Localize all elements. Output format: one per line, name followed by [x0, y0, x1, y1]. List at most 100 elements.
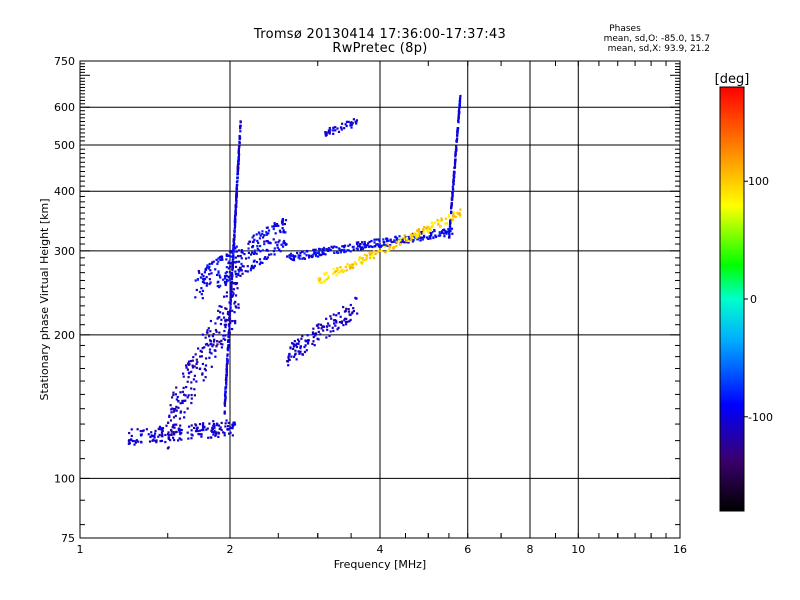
echo-point	[176, 395, 179, 399]
echo-point	[458, 110, 461, 113]
echo-point	[331, 272, 335, 275]
echo-point	[231, 295, 234, 298]
echo-point	[332, 329, 335, 333]
echo-point	[322, 280, 325, 283]
echo-point	[409, 233, 412, 236]
echo-point	[261, 249, 264, 252]
echo-point	[365, 254, 369, 257]
echo-point	[431, 230, 434, 234]
echo-point	[320, 281, 323, 284]
echo-point	[218, 305, 221, 308]
echo-point	[436, 219, 439, 222]
echo-point	[190, 401, 193, 405]
colorbar-tick-label: 100	[748, 175, 769, 188]
echo-point	[297, 340, 301, 343]
echo-point	[179, 410, 183, 413]
echo-point	[182, 386, 185, 390]
echo-point	[266, 240, 269, 243]
echo-point	[327, 276, 330, 279]
echo-point	[324, 253, 327, 256]
echo-point	[252, 234, 255, 237]
echo-point	[170, 433, 173, 436]
echo-point	[356, 245, 360, 248]
echo-point	[302, 256, 305, 260]
echo-point	[234, 212, 237, 215]
echo-point	[187, 376, 190, 379]
echo-point	[232, 239, 235, 242]
echo-point	[226, 361, 229, 364]
echo-point	[448, 236, 451, 239]
echo-point	[172, 410, 175, 413]
echo-point	[231, 265, 234, 269]
echo-point	[202, 422, 205, 425]
echo-point	[252, 265, 256, 268]
echo-point	[253, 249, 257, 252]
echo-point	[344, 323, 348, 326]
echo-point	[271, 225, 274, 228]
echo-point	[234, 300, 237, 303]
echo-point	[336, 267, 339, 270]
echo-point	[181, 372, 185, 375]
echo-point	[292, 345, 296, 348]
echo-point	[237, 163, 240, 166]
echo-point	[351, 122, 354, 125]
echo-point	[233, 311, 236, 314]
echo-point	[306, 334, 309, 337]
echo-point	[135, 439, 138, 442]
echo-point	[452, 178, 455, 181]
echo-point	[308, 255, 311, 258]
echo-point	[229, 293, 232, 296]
echo-point	[234, 272, 238, 276]
echo-point	[373, 241, 376, 244]
echo-point	[210, 352, 213, 355]
echo-point	[458, 101, 462, 104]
echo-point	[292, 256, 296, 259]
echo-point	[172, 438, 176, 442]
echo-point	[208, 351, 212, 354]
echo-point	[261, 261, 264, 265]
echo-point	[306, 342, 310, 345]
echo-point	[295, 342, 298, 345]
echo-point	[170, 411, 173, 414]
echo-point	[230, 277, 233, 280]
echo-point	[257, 241, 260, 245]
echo-point	[224, 307, 227, 310]
echo-point	[208, 282, 211, 286]
echo-point	[287, 356, 290, 359]
echo-point	[223, 329, 226, 333]
echo-point	[192, 426, 196, 430]
echo-point	[233, 227, 236, 230]
echo-point	[401, 237, 404, 241]
echo-point	[248, 240, 252, 243]
echo-point	[393, 239, 396, 242]
echo-point	[279, 250, 282, 253]
echo-point	[300, 337, 303, 340]
echo-point	[234, 256, 237, 259]
echo-point	[205, 282, 209, 285]
echo-point	[330, 245, 333, 248]
echo-point	[453, 162, 457, 165]
echo-point	[228, 318, 231, 321]
echo-point	[311, 255, 314, 258]
echo-point	[221, 258, 224, 261]
echo-point	[209, 281, 212, 284]
echo-point	[251, 251, 254, 254]
echo-point	[147, 433, 150, 436]
echo-point	[315, 332, 318, 335]
echo-point	[323, 272, 326, 275]
echo-point	[223, 323, 226, 326]
echo-point	[167, 434, 170, 437]
echo-point	[234, 305, 237, 308]
echo-point	[426, 229, 429, 232]
echo-point	[228, 330, 231, 333]
echo-point	[388, 246, 391, 249]
echo-point	[198, 271, 201, 274]
echo-point	[444, 231, 447, 234]
echo-point	[160, 439, 164, 442]
echo-point	[134, 441, 138, 444]
echo-point	[184, 394, 187, 397]
echo-point	[447, 215, 450, 218]
echo-point	[452, 188, 455, 191]
echo-point	[230, 275, 234, 279]
echo-point	[225, 291, 229, 294]
